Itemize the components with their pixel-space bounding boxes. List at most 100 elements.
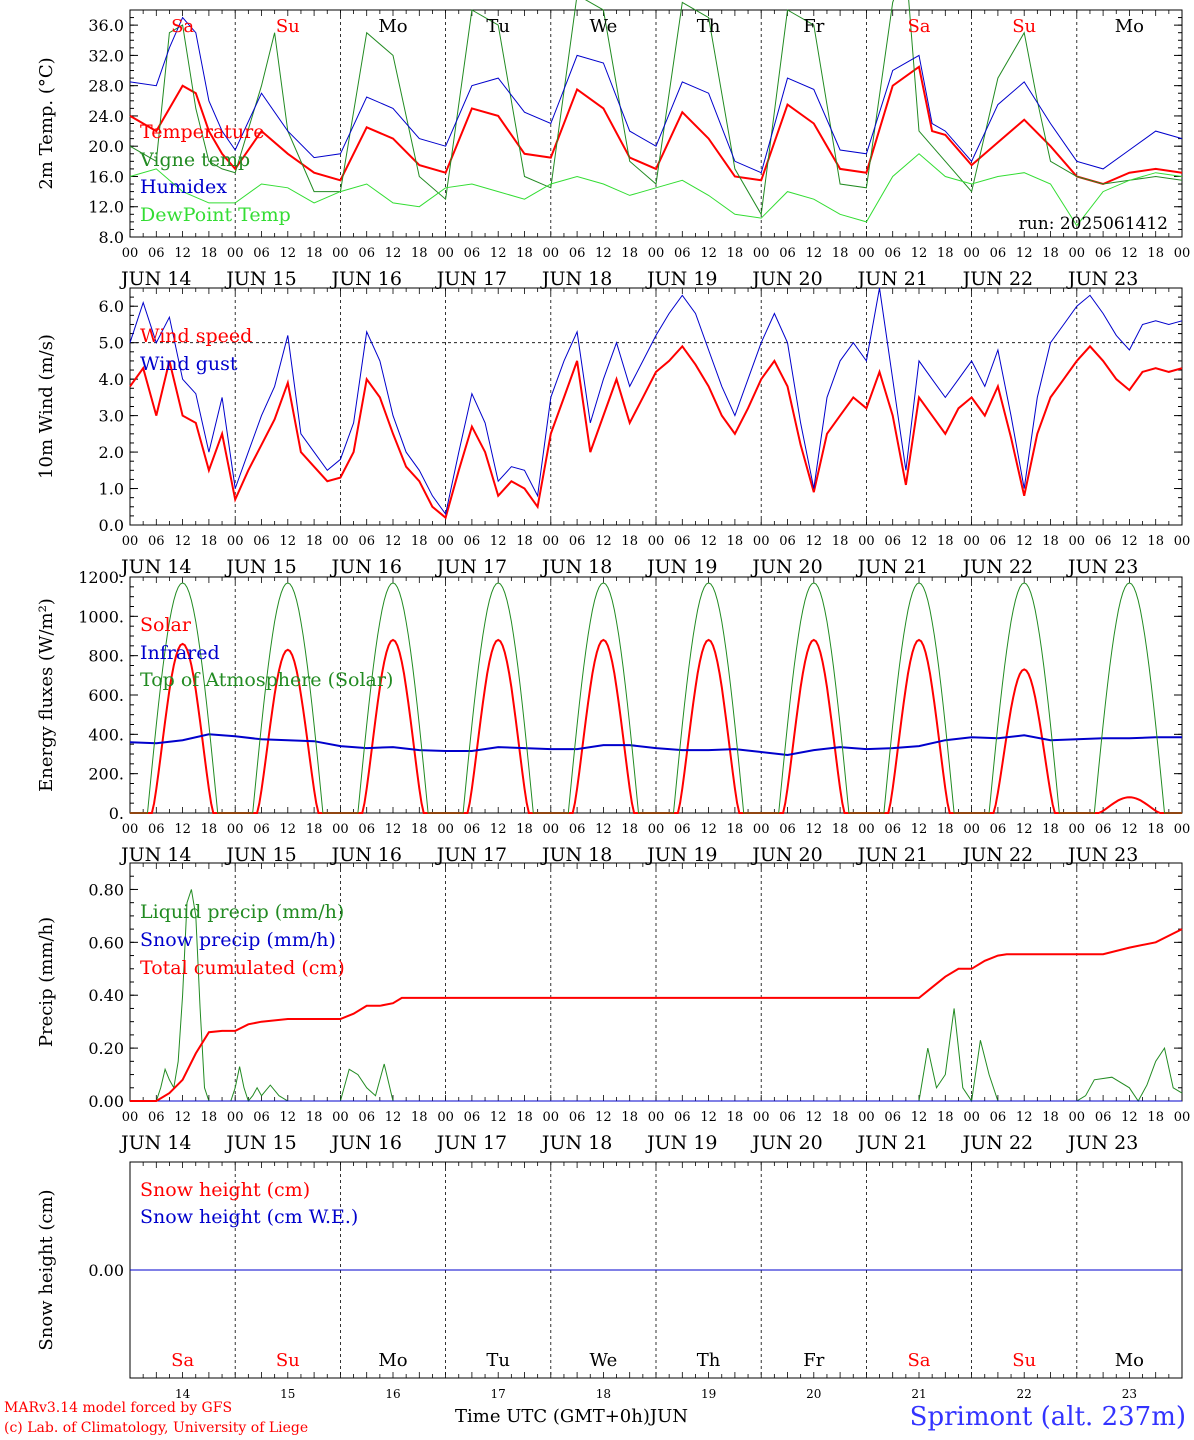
- x-hour-label: 06: [569, 534, 586, 549]
- x-hour-label: 12: [911, 246, 928, 261]
- x-hour-label: 00: [227, 534, 244, 549]
- x-hour-label: 18: [1042, 822, 1059, 837]
- x-date-label: JUN 21: [855, 556, 927, 578]
- x-hour-label: 12: [280, 246, 297, 261]
- x-hour-label: 18: [832, 1110, 849, 1125]
- day-name: Sa: [907, 16, 930, 37]
- x-hour-label: 12: [174, 246, 191, 261]
- x-date-label: JUN 15: [224, 1132, 296, 1154]
- x-hour-label: 06: [148, 246, 165, 261]
- x-hour-label: 06: [358, 534, 375, 549]
- x-hour-label: 12: [1016, 534, 1033, 549]
- x-hour-label: 06: [674, 822, 691, 837]
- x-hour-label: 12: [700, 1110, 717, 1125]
- x-hour-label: 18: [832, 822, 849, 837]
- x-date-label: JUN 21: [855, 1132, 927, 1154]
- x-date-label: JUN 18: [540, 268, 612, 290]
- series-line: [129, 733, 1182, 757]
- y-tick-label: 2.0: [99, 443, 124, 462]
- x-hour-label: 00: [543, 534, 560, 549]
- y-tick-label: 0.20: [88, 1039, 124, 1058]
- x-hour-label: 00: [543, 1110, 560, 1125]
- x-hour-label: 12: [174, 534, 191, 549]
- x-hour-label: 18: [937, 534, 954, 549]
- x-hour-label: 12: [280, 822, 297, 837]
- x-axis-label: Time UTC (GMT+0h): [455, 1406, 650, 1427]
- x-hour-label: 06: [253, 1110, 270, 1125]
- x-hour-label: 00: [963, 534, 980, 549]
- x-date-label: JUN 23: [1066, 844, 1138, 866]
- x-day-number: 14: [175, 1387, 191, 1401]
- x-hour-label: 18: [1042, 1110, 1059, 1125]
- day-name: Su: [1012, 16, 1036, 37]
- day-name: Su: [276, 1350, 300, 1371]
- day-name: Sa: [907, 1350, 930, 1371]
- x-hour-label: 18: [832, 246, 849, 261]
- x-hour-label: 18: [201, 246, 218, 261]
- panel-1: 8.0 12.0 16.0 20.0 24.0 28.0 32.0 36.0 2m Temp. …: [36, 0, 1190, 290]
- y-axis-label: Energy fluxes (W/m²): [36, 598, 57, 792]
- x-hour-label: 06: [569, 1110, 586, 1125]
- y-tick-label: 4.0: [99, 370, 124, 389]
- day-name: Su: [276, 16, 300, 37]
- x-date-label: JUN 14: [119, 556, 191, 578]
- x-hour-label: 06: [358, 1110, 375, 1125]
- x-hour-label: 12: [911, 534, 928, 549]
- x-hour-label: 18: [1042, 534, 1059, 549]
- x-hour-label: 06: [990, 534, 1007, 549]
- x-hour-label: 00: [543, 246, 560, 261]
- x-hour-label: 12: [806, 1110, 823, 1125]
- y-tick-label: 12.0: [88, 198, 124, 217]
- x-hour-label: 12: [1121, 246, 1138, 261]
- x-hour-label: 18: [1147, 534, 1164, 549]
- x-hour-label: 18: [201, 534, 218, 549]
- x-hour-label: 06: [1095, 1110, 1112, 1125]
- x-hour-label: 12: [174, 822, 191, 837]
- x-hour-label: 00: [963, 246, 980, 261]
- x-hour-label: 12: [385, 822, 402, 837]
- x-date-label: JUN 20: [750, 1132, 822, 1154]
- x-hour-label: 12: [490, 534, 507, 549]
- x-date-label: JUN 16: [329, 268, 401, 290]
- x-hour-label: 06: [990, 246, 1007, 261]
- x-hour-label: 12: [490, 246, 507, 261]
- day-name: We: [590, 16, 618, 37]
- legend-entry: Total cumulated (cm): [140, 957, 345, 979]
- x-hour-label: 06: [990, 1110, 1007, 1125]
- y-tick-label: 36.0: [88, 16, 124, 35]
- x-date-label: JUN 17: [435, 268, 507, 290]
- day-name: Sa: [171, 1350, 194, 1371]
- y-axis-label: 2m Temp. (°C): [36, 57, 57, 189]
- y-tick-label: 1.0: [99, 480, 124, 499]
- y-tick-label: 24.0: [88, 107, 124, 126]
- x-day-number: 21: [911, 1387, 926, 1401]
- series-line: [130, 928, 1183, 1102]
- panel-4: 0.00 0.20 0.40 0.60 0.80 Precip (mm/h) Liquid …: [36, 862, 1191, 1154]
- x-hour-label: 12: [1121, 1110, 1138, 1125]
- y-tick-label: 20.0: [88, 137, 124, 156]
- x-hour-label: 00: [1174, 1110, 1191, 1125]
- x-date-label: JUN 22: [961, 268, 1033, 290]
- y-tick-label: 0.40: [88, 986, 124, 1005]
- x-hour-label: 18: [727, 534, 744, 549]
- y-tick-label: 200.: [88, 765, 124, 784]
- series-line: [129, 287, 1183, 516]
- legend-entry: Vigne temp: [139, 149, 250, 171]
- x-hour-label: 00: [437, 822, 454, 837]
- x-hour-label: 06: [884, 822, 901, 837]
- x-hour-label: 18: [832, 534, 849, 549]
- x-hour-label: 00: [753, 534, 770, 549]
- x-hour-label: 00: [122, 246, 139, 261]
- day-name: Th: [697, 1350, 721, 1371]
- x-hour-label: 18: [937, 246, 954, 261]
- x-hour-label: 00: [332, 822, 349, 837]
- x-day-number: 20: [806, 1387, 821, 1401]
- x-hour-label: 12: [1016, 822, 1033, 837]
- x-hour-label: 06: [674, 246, 691, 261]
- x-hour-label: 12: [385, 1110, 402, 1125]
- x-date-label: JUN 19: [645, 844, 717, 866]
- x-hour-label: 06: [358, 822, 375, 837]
- x-hour-label: 12: [911, 822, 928, 837]
- x-hour-label: 18: [516, 534, 533, 549]
- y-tick-label: 0.0: [99, 516, 124, 535]
